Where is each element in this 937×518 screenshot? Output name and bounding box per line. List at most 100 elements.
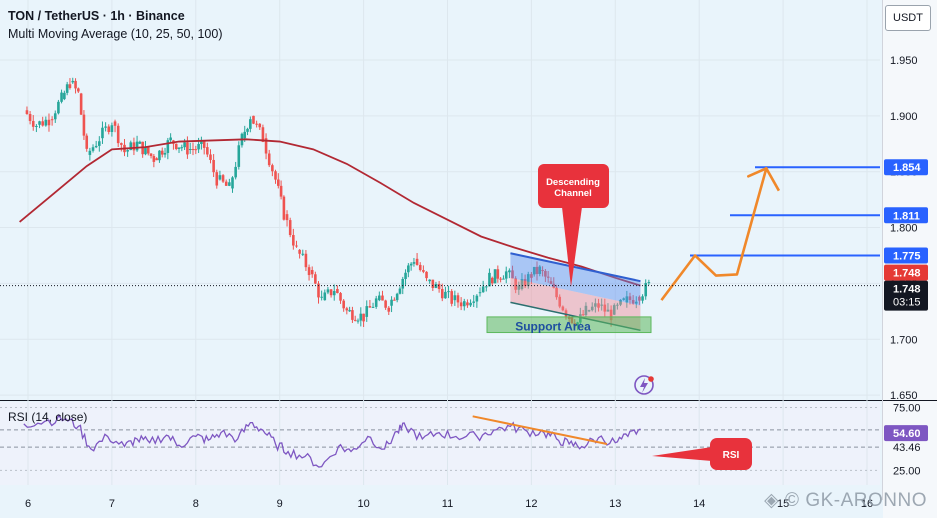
candle-body — [237, 145, 241, 167]
candle-body — [282, 196, 286, 220]
candle-body — [587, 310, 591, 312]
candle-body — [440, 288, 444, 299]
candle-body — [535, 266, 539, 274]
candle-body — [234, 166, 237, 178]
candle-body — [329, 289, 333, 296]
x-tick-label-15: 15 — [777, 498, 789, 510]
candle-body — [425, 271, 428, 279]
candle-body — [407, 265, 410, 273]
candle-body — [279, 185, 283, 197]
candle-body — [215, 172, 219, 186]
candle-body — [202, 140, 206, 148]
candle-body — [558, 296, 562, 307]
x-tick-label-14: 14 — [693, 498, 705, 510]
candle-body — [129, 142, 133, 151]
candle-body — [555, 287, 558, 298]
candle-body — [249, 119, 252, 129]
y-tick-label-1.700: 1.700 — [890, 334, 918, 346]
candle-body — [228, 182, 231, 186]
target-price-text-3: 1.775 — [893, 250, 921, 262]
rsi-lower-band-label: 43.46 — [893, 442, 921, 454]
candle-body — [304, 253, 308, 268]
candle-body — [98, 141, 101, 146]
candle-body — [544, 270, 547, 277]
chart-title: TON / TetherUS · 1h · Binance — [8, 9, 185, 23]
rsi-current-tag — [884, 425, 928, 442]
candle-body — [47, 119, 51, 126]
candle-body — [332, 291, 336, 296]
candle-body — [246, 128, 249, 132]
candle-body — [444, 291, 447, 299]
candle-body — [126, 150, 129, 152]
rsi-callout-text: RSI — [723, 450, 740, 461]
candle-body — [356, 320, 360, 322]
candle-body — [493, 269, 497, 284]
candle-body — [191, 149, 195, 151]
candle-body — [514, 278, 517, 290]
candle-body — [110, 125, 114, 133]
candle-body — [194, 149, 198, 151]
candle-body — [77, 88, 80, 92]
candle-body — [57, 101, 60, 114]
candle-body — [499, 278, 502, 280]
candle-body — [549, 281, 553, 284]
candle-body — [101, 127, 104, 139]
candle-body — [606, 309, 610, 312]
candle-body — [431, 279, 435, 288]
candle-body — [462, 301, 466, 307]
candle-body — [552, 283, 556, 288]
candle-body — [71, 80, 75, 83]
candle-body — [177, 147, 181, 149]
lightning-ring — [634, 375, 654, 395]
candle-body — [113, 121, 117, 126]
candle-body — [597, 303, 600, 308]
candle-body — [634, 301, 638, 304]
candle-body — [384, 300, 387, 308]
currency-button[interactable]: USDT — [885, 5, 931, 31]
rsi-callout: RSI — [652, 438, 752, 470]
candle-body — [395, 293, 399, 301]
watermark-text: GK-ARONNO — [805, 490, 927, 511]
support-area-label: Support Area — [515, 320, 591, 334]
candle-body — [174, 143, 178, 149]
candle-body — [336, 288, 339, 294]
candle-body — [541, 269, 544, 271]
candle-body — [146, 146, 150, 154]
candle-body — [459, 302, 463, 307]
candle-body — [85, 135, 89, 149]
candle-body — [310, 269, 314, 275]
candle-body — [437, 284, 441, 290]
candle-body — [584, 305, 588, 316]
indicator-label[interactable]: Multi Moving Average (10, 25, 50, 100) — [8, 27, 223, 41]
candle-body — [25, 110, 29, 115]
target-price-text-1: 1.854 — [893, 162, 921, 174]
candle-body — [197, 144, 200, 150]
candle-body — [255, 123, 258, 125]
candle-body — [447, 291, 450, 293]
candle-body — [79, 93, 83, 115]
candle-body — [511, 270, 514, 279]
candle-body — [149, 153, 153, 157]
candle-body — [28, 114, 32, 121]
candle-body — [517, 285, 521, 290]
candle-body — [478, 292, 482, 294]
candle-body — [94, 145, 98, 148]
candle-body — [502, 278, 505, 280]
candle-body — [520, 279, 524, 289]
rsi-title[interactable]: RSI (14, close) — [8, 410, 88, 424]
candle-body — [166, 140, 170, 153]
candle-body — [622, 298, 625, 300]
x-tick-label-6: 6 — [25, 498, 31, 510]
rsi-line — [23, 413, 641, 468]
candle-body — [65, 84, 69, 93]
projection-arrowhead — [747, 167, 768, 178]
ma-value-tag — [884, 264, 928, 281]
candle-body — [450, 291, 453, 304]
last-price-tag — [884, 280, 928, 311]
candle-body — [641, 296, 644, 301]
candle-body — [88, 150, 92, 155]
candle-body — [374, 298, 378, 307]
candle-body — [481, 286, 485, 293]
